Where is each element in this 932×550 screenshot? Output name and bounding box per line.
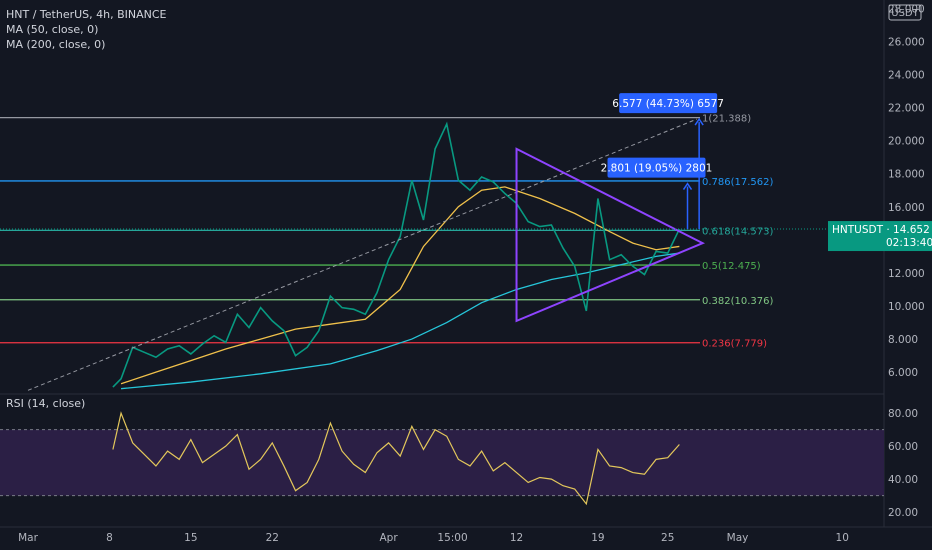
price-tick-3: 22.000 — [888, 103, 925, 115]
price-tick-2: 24.000 — [888, 69, 925, 81]
time-tick-9: May — [727, 532, 749, 544]
fib-label-0.236: 0.236(7.779) — [702, 339, 767, 350]
trend-line — [27, 118, 698, 391]
chart-legend: HNT / TetherUS, 4h, BINANCE MA (50, clos… — [6, 7, 167, 52]
series-layer — [112, 121, 681, 390]
fib-label-0.618: 0.618(14.573) — [702, 226, 774, 237]
last-price-tag — [828, 221, 932, 252]
measure-arrowhead-0 — [682, 182, 693, 191]
time-tick-3: 22 — [266, 532, 279, 544]
price-tick-4: 20.000 — [888, 136, 925, 148]
drawings-layer: 2.801 (19.05%) 2801 6.577 (44.73%) 6577 — [0, 93, 884, 391]
fib-label-0.786: 0.786(17.562) — [702, 177, 774, 188]
price-tick-6: 16.000 — [888, 202, 925, 214]
rsi-tick-0: 80.00 — [888, 408, 918, 420]
rsi-legend[interactable]: RSI (14, close) — [6, 397, 86, 410]
time-tick-1: 8 — [106, 532, 113, 544]
measure-arrowhead-1 — [694, 117, 704, 126]
time-tick-0: Mar — [18, 532, 38, 544]
time-tick-6: 12 — [510, 532, 523, 544]
time-tick-7: 19 — [591, 532, 604, 544]
price-tick-1: 26.000 — [888, 36, 925, 48]
time-tick-2: 15 — [184, 532, 197, 544]
price-line — [112, 121, 681, 388]
measure-box-0 — [607, 157, 706, 178]
price-tick-8: 12.000 — [888, 268, 925, 280]
last-price-label: HNTUSDT · 14.652 — [832, 224, 930, 236]
measure-label-1: 6.577 (44.73%) 6577 — [612, 98, 724, 110]
time-tick-4: Apr — [379, 532, 398, 544]
rsi-band — [0, 429, 884, 496]
ma200-legend[interactable]: MA (200, close, 0) — [6, 38, 106, 51]
price-tick-11: 6.000 — [888, 367, 918, 379]
measure-box-1 — [619, 93, 718, 114]
countdown-label: 02:13:40 — [886, 237, 932, 249]
price-tick-9: 10.000 — [888, 301, 925, 313]
rsi-tick-1: 60.00 — [888, 441, 918, 453]
axes-layer: 28.000 26.000 24.000 22.000 20.000 18.000 16.0… — [18, 3, 932, 544]
currency-label: USDT — [891, 8, 919, 19]
rsi-tick-3: 20.00 — [888, 507, 918, 519]
fib-label-0.382: 0.382(10.376) — [702, 296, 774, 307]
fib-retracement: 1(21.388) 0.786(17.562) 0.618(14.573) 0.5(1… — [0, 114, 774, 350]
triangle-pattern — [515, 147, 706, 323]
measure-label-0: 2.801 (19.05%) 2801 — [601, 163, 713, 175]
time-tick-8: 25 — [661, 532, 674, 544]
rsi-pane — [0, 411, 884, 506]
ma200-line — [120, 252, 680, 390]
ma50-line — [120, 186, 680, 385]
price-tick-10: 8.000 — [888, 334, 918, 346]
time-tick-10: 10 — [836, 532, 849, 544]
rsi-tick-2: 40.00 — [888, 474, 918, 486]
symbol-title[interactable]: HNT / TetherUS, 4h, BINANCE — [6, 8, 167, 21]
rsi-line — [112, 411, 680, 506]
ma50-legend[interactable]: MA (50, close, 0) — [6, 23, 99, 36]
price-tick-0: 28.000 — [888, 3, 925, 15]
price-axis-bg — [884, 0, 932, 550]
fib-label-1: 1(21.388) — [702, 114, 751, 125]
time-tick-5: 15:00 — [437, 532, 467, 544]
fib-label-0.5: 0.5(12.475) — [702, 261, 761, 272]
currency-badge — [888, 4, 922, 21]
price-tick-5: 18.000 — [888, 169, 925, 181]
